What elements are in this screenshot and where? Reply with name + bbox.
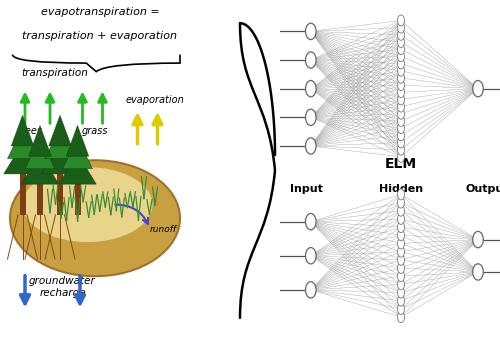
Polygon shape xyxy=(49,115,72,146)
Circle shape xyxy=(398,213,404,224)
Circle shape xyxy=(306,138,316,154)
Circle shape xyxy=(398,65,404,76)
Circle shape xyxy=(306,213,316,230)
Text: evaporation: evaporation xyxy=(126,95,184,105)
Circle shape xyxy=(398,254,404,265)
Circle shape xyxy=(398,137,404,148)
Polygon shape xyxy=(25,138,55,169)
Polygon shape xyxy=(66,125,89,156)
Bar xyxy=(57,160,63,215)
Circle shape xyxy=(306,282,316,298)
Circle shape xyxy=(398,87,404,98)
Circle shape xyxy=(398,58,404,69)
Circle shape xyxy=(398,151,404,162)
Circle shape xyxy=(398,312,404,323)
Circle shape xyxy=(472,80,484,97)
Circle shape xyxy=(398,123,404,134)
Circle shape xyxy=(306,80,316,97)
Circle shape xyxy=(398,144,404,155)
Circle shape xyxy=(398,51,404,62)
Polygon shape xyxy=(29,125,52,156)
Bar xyxy=(37,170,43,215)
Circle shape xyxy=(398,116,404,127)
Circle shape xyxy=(398,205,404,216)
Circle shape xyxy=(398,72,404,83)
Ellipse shape xyxy=(22,167,152,242)
Circle shape xyxy=(472,232,484,248)
Circle shape xyxy=(398,279,404,290)
Polygon shape xyxy=(59,153,96,184)
Circle shape xyxy=(398,44,404,55)
Text: transpiration + evaporation: transpiration + evaporation xyxy=(22,31,178,41)
Bar xyxy=(20,160,26,215)
Circle shape xyxy=(398,94,404,105)
Circle shape xyxy=(398,130,404,141)
Circle shape xyxy=(398,15,404,26)
Polygon shape xyxy=(11,115,34,146)
Circle shape xyxy=(398,246,404,257)
Circle shape xyxy=(398,189,404,200)
Circle shape xyxy=(398,101,404,112)
Text: evapotranspiration =: evapotranspiration = xyxy=(40,7,160,17)
Text: groundwater
recharge: groundwater recharge xyxy=(29,276,96,298)
Circle shape xyxy=(398,295,404,306)
Circle shape xyxy=(398,108,404,119)
Circle shape xyxy=(398,22,404,33)
Text: Hidden: Hidden xyxy=(379,184,423,194)
Polygon shape xyxy=(8,128,38,159)
Ellipse shape xyxy=(10,160,180,276)
Circle shape xyxy=(398,29,404,40)
Circle shape xyxy=(398,222,404,233)
Text: grass: grass xyxy=(82,126,108,136)
Circle shape xyxy=(398,271,404,282)
Circle shape xyxy=(398,79,404,90)
Circle shape xyxy=(398,287,404,298)
Circle shape xyxy=(398,263,404,273)
Text: Output: Output xyxy=(465,184,500,194)
Circle shape xyxy=(398,303,404,314)
Circle shape xyxy=(398,230,404,241)
Text: runoff: runoff xyxy=(150,225,177,234)
Circle shape xyxy=(472,264,484,280)
Bar xyxy=(74,170,80,215)
Circle shape xyxy=(398,238,404,249)
Circle shape xyxy=(398,36,404,47)
Circle shape xyxy=(306,52,316,68)
Circle shape xyxy=(306,23,316,40)
Text: Input: Input xyxy=(290,184,323,194)
Polygon shape xyxy=(62,138,92,169)
Circle shape xyxy=(306,248,316,264)
Polygon shape xyxy=(4,143,41,174)
Text: trees: trees xyxy=(18,126,42,136)
Polygon shape xyxy=(45,128,75,159)
Circle shape xyxy=(398,197,404,208)
Circle shape xyxy=(306,109,316,125)
Polygon shape xyxy=(41,143,79,174)
Text: ELM: ELM xyxy=(385,157,417,170)
Text: transpiration: transpiration xyxy=(22,68,88,78)
Polygon shape xyxy=(21,153,59,184)
